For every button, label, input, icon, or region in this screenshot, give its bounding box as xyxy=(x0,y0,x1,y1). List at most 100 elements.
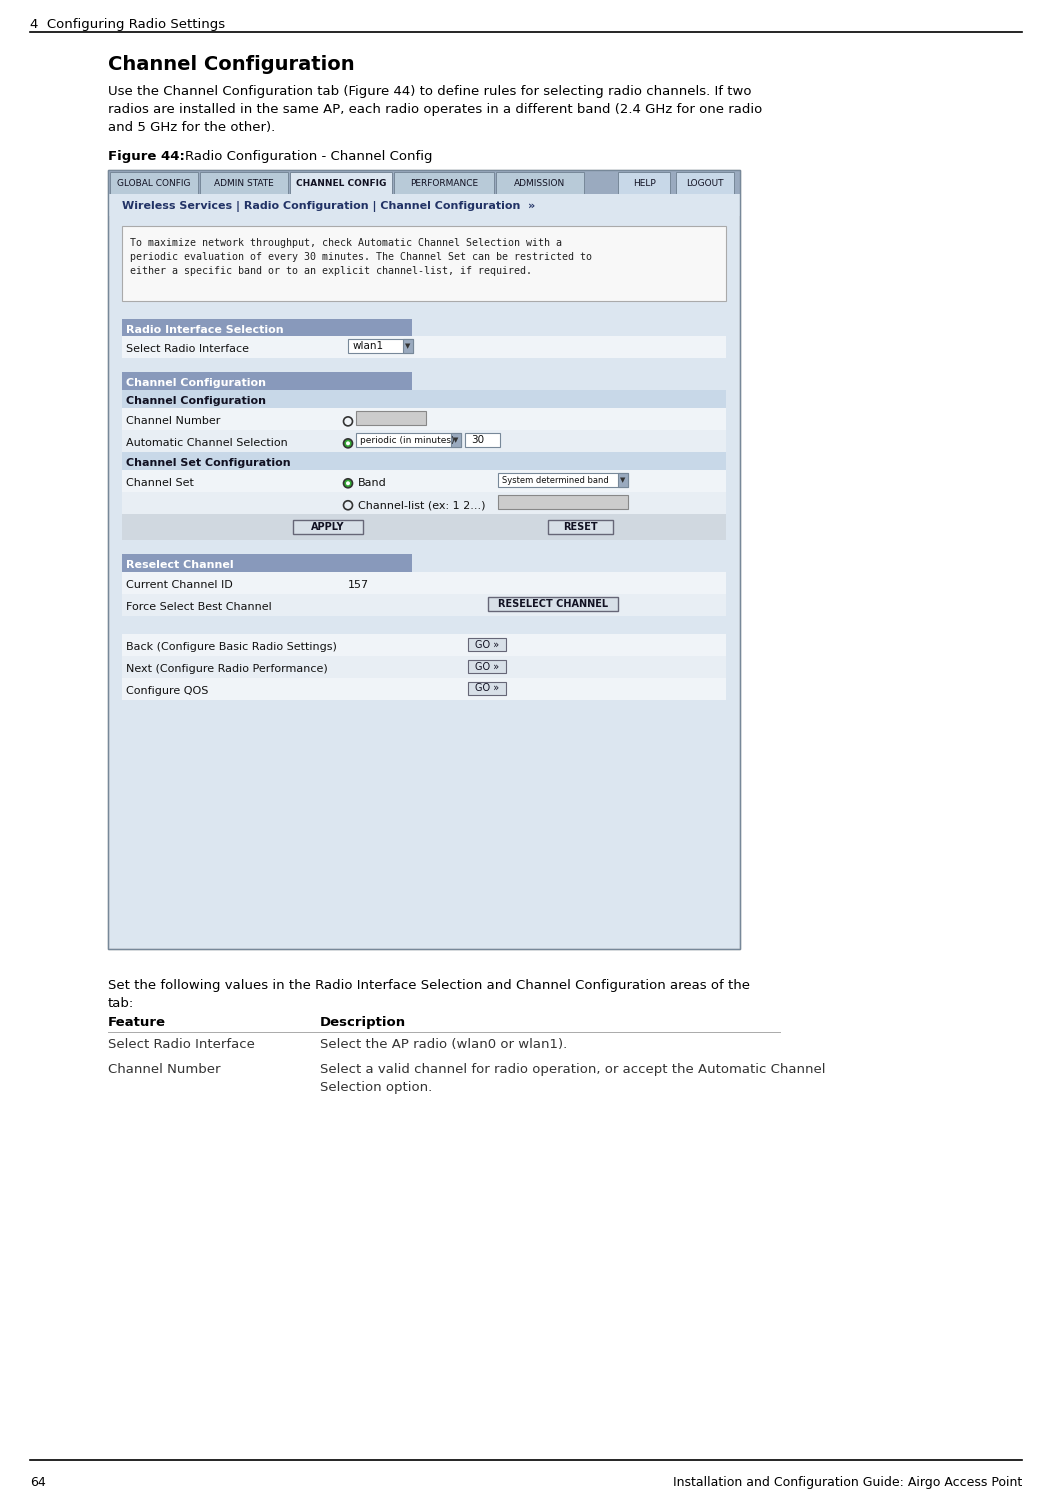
Text: GO »: GO » xyxy=(474,661,499,671)
Text: Channel Set Configuration: Channel Set Configuration xyxy=(126,458,290,468)
Bar xyxy=(451,433,461,448)
Bar xyxy=(488,597,618,612)
Circle shape xyxy=(346,482,350,485)
Bar xyxy=(394,172,494,194)
Text: GLOBAL CONFIG: GLOBAL CONFIG xyxy=(117,179,190,188)
Bar xyxy=(468,639,506,651)
Text: Back (Configure Basic Radio Settings): Back (Configure Basic Radio Settings) xyxy=(126,642,337,652)
Bar xyxy=(290,172,392,194)
Bar xyxy=(465,433,500,448)
Text: Wireless Services | Radio Configuration | Channel Configuration  »: Wireless Services | Radio Configuration … xyxy=(122,201,535,212)
Bar xyxy=(122,571,726,594)
Bar xyxy=(200,172,288,194)
Text: RESET: RESET xyxy=(563,522,598,533)
Bar xyxy=(110,172,198,194)
Text: To maximize network throughput, check Automatic Channel Selection with a
periodi: To maximize network throughput, check Au… xyxy=(130,237,592,276)
Bar xyxy=(403,340,413,354)
Circle shape xyxy=(346,442,350,445)
Bar xyxy=(498,473,628,488)
Bar xyxy=(122,430,726,452)
Bar xyxy=(108,170,740,949)
Text: Select the AP radio (wlan0 or wlan1).: Select the AP radio (wlan0 or wlan1). xyxy=(320,1038,567,1052)
Bar xyxy=(122,225,726,300)
Text: 4  Configuring Radio Settings: 4 Configuring Radio Settings xyxy=(31,18,225,31)
Bar xyxy=(122,677,726,700)
Bar xyxy=(122,358,726,373)
Text: HELP: HELP xyxy=(632,179,655,188)
Text: Current Channel ID: Current Channel ID xyxy=(126,580,232,591)
Text: Automatic Channel Selection: Automatic Channel Selection xyxy=(126,439,288,448)
Text: RESELECT CHANNEL: RESELECT CHANNEL xyxy=(498,600,608,609)
Text: 157: 157 xyxy=(348,580,369,591)
Bar xyxy=(122,452,726,470)
Text: Figure 44:: Figure 44: xyxy=(108,149,185,163)
Bar xyxy=(122,634,726,656)
Text: Feature: Feature xyxy=(108,1016,166,1029)
Bar xyxy=(122,540,726,554)
Text: periodic (in minutes): periodic (in minutes) xyxy=(360,436,454,445)
Text: Force Select Best Channel: Force Select Best Channel xyxy=(126,603,271,612)
Bar xyxy=(108,170,740,194)
Text: Use the Channel Configuration tab (Figure 44) to define rules for selecting radi: Use the Channel Configuration tab (Figur… xyxy=(108,85,763,134)
Bar xyxy=(122,492,726,515)
Bar xyxy=(122,391,726,409)
Bar xyxy=(108,194,740,216)
Bar xyxy=(356,433,461,448)
Text: ▼: ▼ xyxy=(453,437,459,443)
Bar xyxy=(122,470,726,492)
Text: Reselect Channel: Reselect Channel xyxy=(126,560,234,570)
Bar xyxy=(294,521,363,534)
Bar xyxy=(498,495,628,509)
Text: System determined band: System determined band xyxy=(502,476,609,485)
Text: ADMIN STATE: ADMIN STATE xyxy=(215,179,274,188)
Text: Radio Configuration - Channel Config: Radio Configuration - Channel Config xyxy=(168,149,432,163)
Bar xyxy=(618,473,628,488)
Text: Select Radio Interface: Select Radio Interface xyxy=(126,345,249,355)
Bar xyxy=(122,554,412,571)
Bar xyxy=(548,521,613,534)
Text: Select Radio Interface: Select Radio Interface xyxy=(108,1038,255,1052)
Bar xyxy=(122,337,726,358)
Text: Radio Interface Selection: Radio Interface Selection xyxy=(126,324,284,334)
Bar xyxy=(122,594,726,616)
Bar xyxy=(108,170,740,949)
Text: GO »: GO » xyxy=(474,683,499,694)
Bar xyxy=(468,682,506,695)
Text: Channel Configuration: Channel Configuration xyxy=(126,397,266,406)
Text: Installation and Configuration Guide: Airgo Access Point: Installation and Configuration Guide: Ai… xyxy=(672,1476,1021,1489)
Text: 30: 30 xyxy=(471,436,484,445)
Bar xyxy=(356,412,426,425)
Text: Configure QOS: Configure QOS xyxy=(126,686,208,695)
Text: Description: Description xyxy=(320,1016,406,1029)
Bar xyxy=(495,172,584,194)
Text: Next (Configure Radio Performance): Next (Configure Radio Performance) xyxy=(126,664,328,674)
Text: Set the following values in the Radio Interface Selection and Channel Configurat: Set the following values in the Radio In… xyxy=(108,979,750,1010)
Bar xyxy=(122,656,726,677)
Bar xyxy=(676,172,734,194)
Text: LOGOUT: LOGOUT xyxy=(686,179,724,188)
Text: CHANNEL CONFIG: CHANNEL CONFIG xyxy=(296,179,386,188)
Text: Channel Set: Channel Set xyxy=(126,479,194,488)
Circle shape xyxy=(344,479,352,488)
Text: PERFORMANCE: PERFORMANCE xyxy=(410,179,478,188)
Bar xyxy=(122,318,412,337)
Bar xyxy=(122,616,726,634)
Bar xyxy=(348,340,413,354)
Circle shape xyxy=(344,439,352,448)
Text: APPLY: APPLY xyxy=(311,522,345,533)
Text: Channel-list (ex: 1 2...): Channel-list (ex: 1 2...) xyxy=(358,500,486,510)
Text: Channel Configuration: Channel Configuration xyxy=(126,379,266,388)
Text: Channel Configuration: Channel Configuration xyxy=(108,55,355,75)
Text: ▼: ▼ xyxy=(621,477,626,483)
Bar xyxy=(468,659,506,673)
Text: ADMISSION: ADMISSION xyxy=(514,179,566,188)
Text: Select a valid channel for radio operation, or accept the Automatic Channel
Sele: Select a valid channel for radio operati… xyxy=(320,1064,826,1095)
Bar xyxy=(122,373,412,391)
Bar xyxy=(618,172,670,194)
Bar xyxy=(122,409,726,430)
Text: 64: 64 xyxy=(31,1476,45,1489)
Bar xyxy=(122,515,726,540)
Text: Channel Number: Channel Number xyxy=(108,1064,221,1076)
Text: ▼: ▼ xyxy=(405,343,410,349)
Text: Band: Band xyxy=(358,479,387,488)
